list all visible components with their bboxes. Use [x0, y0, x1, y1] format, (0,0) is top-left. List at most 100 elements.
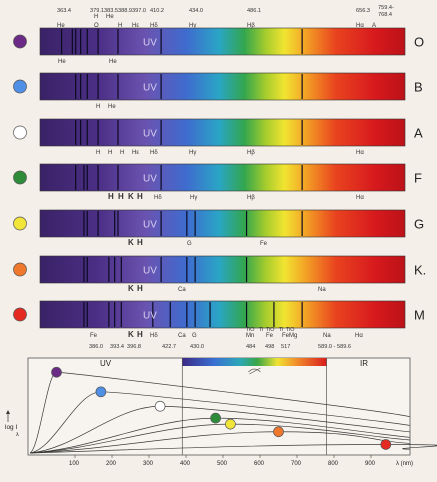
blackbody-graph: UV IR log Iλ 100 200 300 400 500 600 700 800 900 λ (…: [5, 357, 437, 467]
spectrum-row: UV O He He: [13, 27, 424, 65]
visible-spectrum-strip: [182, 358, 327, 366]
line-element-label: H: [96, 104, 100, 110]
uv-label: UV: [143, 174, 157, 185]
line-element-label: Hγ: [190, 195, 197, 201]
line-element-label: Hγ: [189, 150, 196, 156]
uv-label: UV: [143, 311, 157, 322]
spectral-class-label: K.: [414, 263, 426, 278]
header-element-label: Hε: [132, 23, 139, 29]
line-element-label: K: [128, 192, 134, 201]
spectral-class-label: A: [414, 126, 423, 141]
line-element-label: H: [137, 330, 143, 339]
header-wavelength-label: 383.5: [104, 8, 118, 14]
x-tick-label: 700: [291, 461, 302, 467]
line-element-label: He: [109, 59, 117, 65]
uv-label: UV: [143, 266, 157, 277]
peak-marker: [225, 418, 236, 430]
line-element-label: H: [137, 238, 143, 247]
footer-wavelength-value: 484: [246, 344, 255, 350]
spectral-class-label: G: [414, 217, 424, 232]
spectrum-row: UV G K H G Fe: [13, 209, 424, 247]
footer-wavelength-value: 393.4: [110, 344, 124, 350]
line-element-label: Fe: [90, 333, 98, 339]
line-element-label: Ca: [178, 333, 186, 339]
line-element-label: Hδ: [150, 150, 158, 156]
spectral-class-label: F: [414, 171, 422, 186]
line-element-label: K: [128, 330, 134, 339]
star-color-marker: [13, 79, 27, 94]
spectrum-band: [39, 209, 406, 238]
star-color-marker: [13, 262, 27, 277]
header-element-label: He: [106, 14, 114, 20]
x-tick-label: 500: [217, 461, 228, 467]
peak-marker: [210, 412, 221, 424]
spectral-class-label: O: [414, 35, 424, 50]
spectrum-row: UV M Fe K H Hδ Ca G Mn Fe FeMg Na Hα: [13, 300, 425, 339]
header-element-label: H: [94, 14, 98, 20]
line-element-label: H: [96, 150, 100, 156]
graph-frame: [27, 357, 411, 456]
header-wavelength-label: 768.4: [378, 12, 392, 18]
header-wavelength-label: 397.0: [132, 8, 146, 14]
footer-molecule-label: TiO: [266, 327, 274, 333]
star-color-marker: [13, 307, 27, 322]
line-element-label: Hβ: [247, 195, 255, 201]
peak-marker: [380, 439, 392, 450]
line-element-label: Hδ: [150, 333, 158, 339]
graph-y-axis-label: log I: [5, 424, 17, 431]
header-wavelength-label: 379.1: [90, 8, 104, 14]
spectrum-row: UV K. K H Ca Na: [13, 255, 426, 293]
line-element-label: Mn: [246, 333, 254, 339]
y-axis-arrowhead: [6, 410, 10, 414]
line-element-label: He: [58, 59, 66, 65]
header-element-label: He: [57, 23, 65, 29]
line-element-label: H: [108, 192, 114, 201]
spectral-class-label: M: [414, 308, 425, 323]
header-element-label: Hα: [356, 23, 364, 29]
footer-wavelength-value: 422.7: [162, 344, 176, 350]
line-element-label: FeMg: [282, 333, 297, 339]
footer-wavelength-value: 396.8: [127, 344, 141, 350]
line-element-label: H: [118, 192, 124, 201]
peak-marker: [95, 386, 107, 398]
header-element-label: Hδ: [150, 23, 158, 29]
graph-y-axis-sub: λ: [16, 432, 19, 438]
spectrum-band: [39, 118, 406, 147]
line-element-label: Na: [318, 287, 326, 293]
uv-label: UV: [143, 83, 157, 94]
footer-molecule-label: TiO: [286, 327, 294, 333]
star-color-marker: [13, 170, 27, 185]
uv-label: UV: [143, 220, 157, 231]
x-unit-label: λ (nm): [396, 461, 413, 467]
blackbody-curve: [29, 391, 411, 454]
header-element-label: Hγ: [189, 23, 196, 29]
line-element-label: G: [192, 333, 197, 339]
footer-wavelength-value: 517: [281, 344, 290, 350]
x-tick-label: 600: [254, 461, 265, 467]
header-wavelength-label: 656.3: [356, 8, 370, 14]
spectrum-row: UV A H H H Hε Hδ Hγ Hβ Hα: [13, 118, 423, 156]
line-element-label: Hα: [356, 150, 364, 156]
spectrum-band: [39, 163, 406, 192]
peak-marker: [154, 400, 166, 412]
footer-molecule-label: Ti: [279, 327, 283, 333]
line-element-label: Hα: [355, 333, 363, 339]
peak-marker: [51, 366, 62, 378]
x-tick-label: 200: [106, 461, 117, 467]
line-element-label: H: [108, 150, 112, 156]
eye-icon: [248, 367, 261, 375]
line-element-label: H: [137, 192, 143, 201]
footer-molecule-label: Ti: [259, 327, 263, 333]
line-element-label: Na: [323, 333, 331, 339]
uv-label: UV: [143, 38, 157, 49]
star-color-marker: [13, 34, 27, 49]
header-element-label: O: [94, 23, 99, 29]
peak-marker: [273, 426, 284, 438]
line-element-label: K: [128, 238, 134, 247]
spectrum-row: UV B H He: [13, 72, 423, 110]
x-tick-label: 100: [69, 461, 80, 467]
line-element-label: Hδ: [154, 195, 162, 201]
graph-uv-label: UV: [100, 359, 112, 368]
